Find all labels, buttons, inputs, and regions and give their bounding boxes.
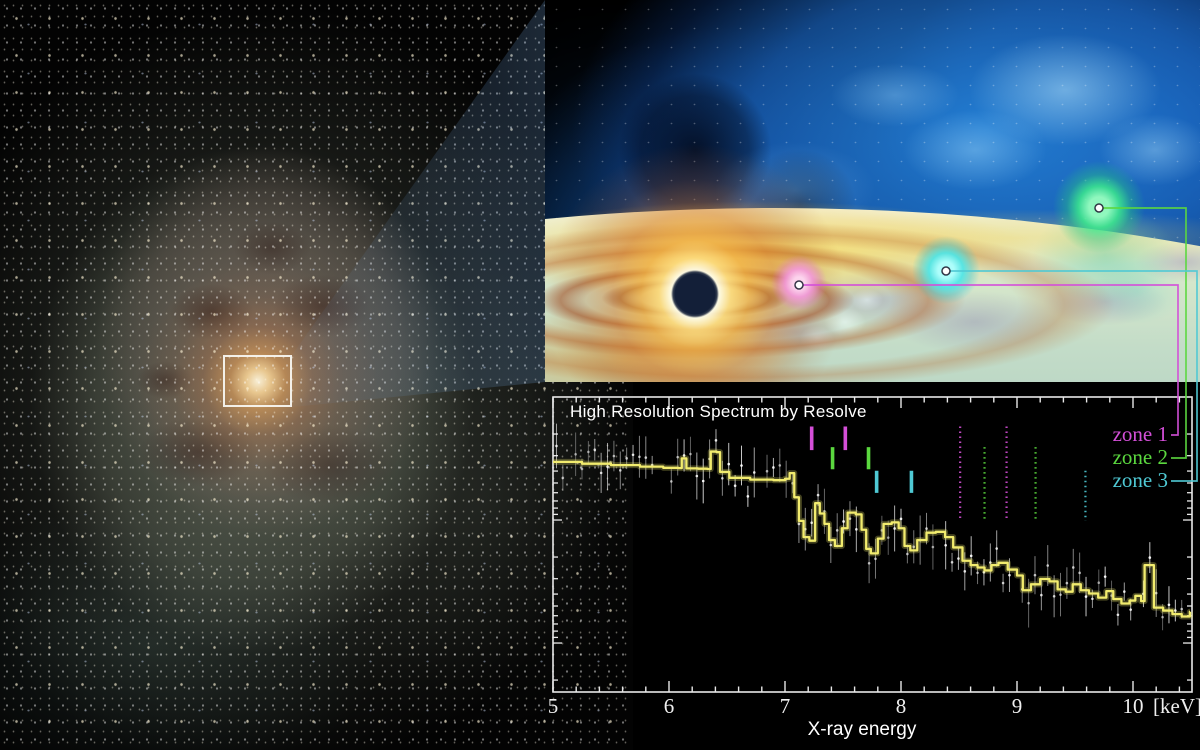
x-tick-8: 8	[895, 694, 907, 718]
galaxy-image	[0, 0, 633, 750]
x-axis-title: X-ray energy	[807, 719, 917, 740]
x-unit-label: [keV]	[1153, 694, 1200, 718]
blackhole-illustration	[545, 0, 1200, 382]
x-tick-5: 5	[547, 694, 559, 718]
x-tick-6: 6	[663, 694, 675, 718]
legend-zone-3: zone 3	[1112, 468, 1168, 492]
blackhole-and-gas-zones	[545, 0, 1200, 382]
galaxy-zoom-box	[223, 355, 292, 407]
legend-zone-2: zone 2	[1112, 445, 1168, 469]
x-tick-7: 7	[779, 694, 791, 718]
x-tick-10: 10	[1122, 694, 1144, 718]
legend-zone-1: zone 1	[1112, 422, 1168, 446]
spectrum-title: High Resolution Spectrum by Resolve	[570, 402, 867, 421]
x-tick-9: 9	[1011, 694, 1023, 718]
